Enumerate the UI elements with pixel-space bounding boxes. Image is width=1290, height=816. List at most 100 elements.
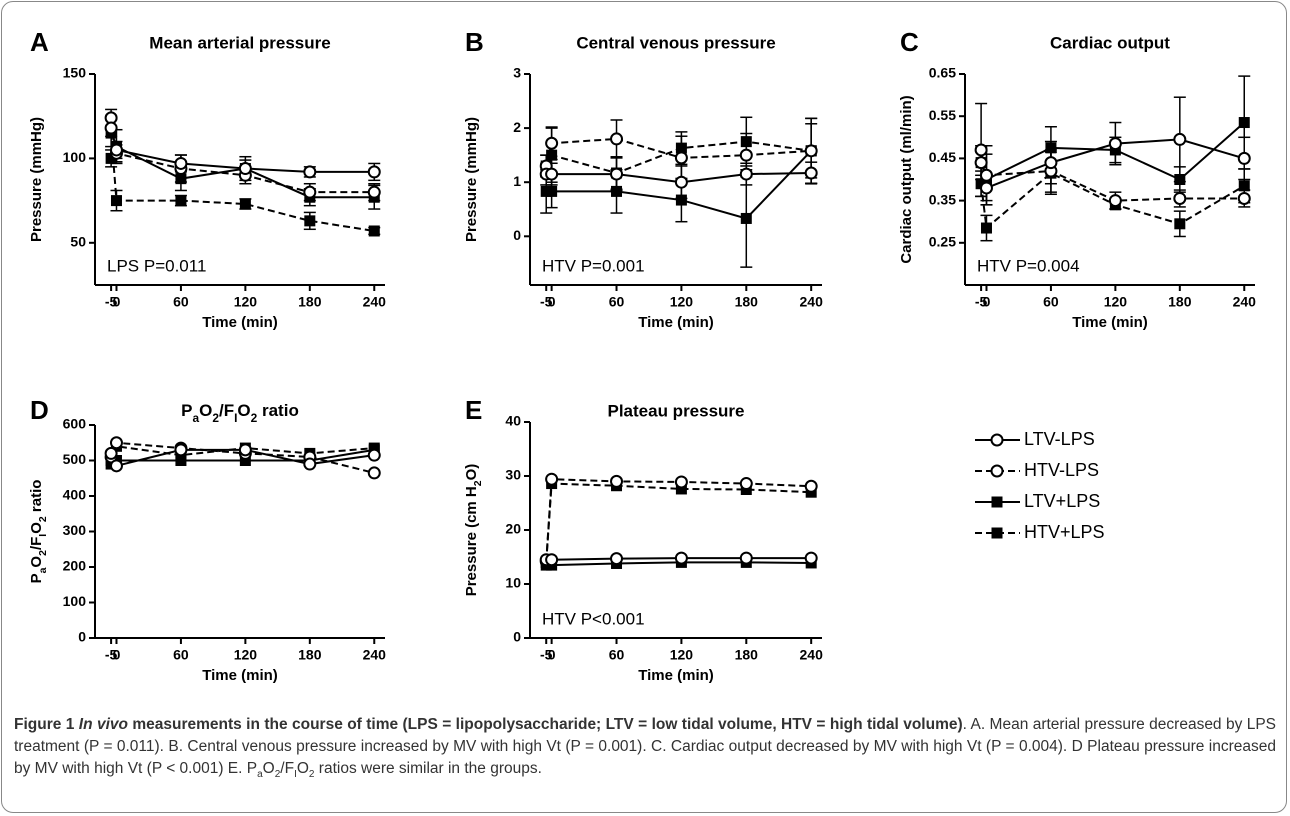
y-axis-label: Pressure (cm H2O) xyxy=(463,464,484,597)
x-tick-label: 0 xyxy=(113,294,121,310)
marker xyxy=(109,459,123,473)
y-axis-label-part: P xyxy=(28,573,45,583)
x-axis-label: Time (min) xyxy=(638,667,714,684)
marker xyxy=(1045,142,1057,154)
caption-text: I xyxy=(294,769,297,781)
y-axis-label-part: I xyxy=(37,534,49,537)
marker xyxy=(739,551,753,565)
caption-text: In vivo xyxy=(78,716,128,733)
y-axis-label: Cardiac output (ml/min) xyxy=(898,95,915,263)
marker xyxy=(675,142,687,154)
y-axis-label-part: 2 xyxy=(37,516,49,522)
marker xyxy=(368,225,380,237)
y-tick-label: 2 xyxy=(513,119,521,135)
y-axis-label: Pressure (mmHg) xyxy=(28,117,45,242)
y-tick-label: 400 xyxy=(63,487,87,503)
marker xyxy=(1238,180,1250,192)
y-tick-label: 600 xyxy=(63,416,87,432)
caption: Figure 1 In vivo measurements in the cou… xyxy=(14,714,1276,780)
legend-label: HTV-LPS xyxy=(1024,460,1099,480)
y-tick-label: 0 xyxy=(513,629,521,645)
marker xyxy=(104,121,118,135)
legend-label: HTV+LPS xyxy=(1024,522,1105,542)
caption-text: O xyxy=(296,760,309,777)
chart-title-part: 2 xyxy=(212,411,219,425)
marker xyxy=(974,143,988,157)
legend-marker xyxy=(991,527,1003,539)
annotation: LPS P=0.011 xyxy=(107,256,206,275)
x-tick-label: 120 xyxy=(234,294,258,310)
y-tick-label: 1 xyxy=(513,173,521,189)
x-tick-label: 240 xyxy=(800,294,824,310)
marker xyxy=(675,194,687,206)
panel-label: A xyxy=(30,27,49,57)
chart-title-part: a xyxy=(193,411,200,425)
caption-text: Figure 1 xyxy=(14,716,75,733)
x-tick-label: -5 xyxy=(540,294,553,310)
x-tick-label: 0 xyxy=(113,647,121,663)
y-tick-label: 3 xyxy=(513,65,521,81)
marker xyxy=(109,143,123,157)
marker xyxy=(367,448,381,462)
marker xyxy=(174,443,188,457)
y-tick-label: 30 xyxy=(505,467,521,483)
y-tick-label: 100 xyxy=(63,593,87,609)
y-tick-label: 0.45 xyxy=(929,149,956,165)
x-tick-label: 60 xyxy=(609,294,625,310)
chart-title-part: P xyxy=(181,401,192,420)
marker xyxy=(1108,194,1122,208)
x-tick-label: 240 xyxy=(363,647,387,663)
x-tick-label: 240 xyxy=(800,647,824,663)
marker xyxy=(546,149,558,161)
marker xyxy=(611,185,623,197)
y-axis-label-part: O) xyxy=(463,464,480,481)
chart-title-part: O xyxy=(237,401,250,420)
x-tick-label: 0 xyxy=(548,647,556,663)
series-line xyxy=(545,140,812,175)
y-tick-label: 0.55 xyxy=(929,107,956,123)
marker xyxy=(175,195,187,207)
marker xyxy=(367,466,381,480)
marker xyxy=(239,455,251,466)
y-axis-label-part: 2 xyxy=(472,480,484,486)
x-tick-label: 120 xyxy=(670,647,694,663)
series-line xyxy=(545,478,812,562)
y-axis-label-part: O xyxy=(28,556,45,568)
chart-title: Cardiac output xyxy=(1050,33,1170,52)
x-tick-label: -5 xyxy=(105,647,118,663)
marker xyxy=(740,212,752,224)
panel-label: B xyxy=(465,27,484,57)
x-tick-label: 120 xyxy=(234,647,258,663)
marker xyxy=(238,443,252,457)
caption-text: ratios were similar in the groups. xyxy=(314,760,542,777)
y-tick-label: 0.25 xyxy=(929,234,956,250)
marker xyxy=(674,551,688,565)
chart-title-part: ratio xyxy=(257,401,299,420)
chart-title: Mean arterial pressure xyxy=(149,33,330,52)
marker xyxy=(104,446,118,460)
marker xyxy=(675,483,687,495)
marker xyxy=(610,132,624,146)
y-axis-label-part: a xyxy=(37,567,49,573)
marker xyxy=(238,162,252,176)
marker xyxy=(610,552,624,566)
y-tick-label: 40 xyxy=(505,413,521,429)
series-line xyxy=(545,482,812,563)
marker xyxy=(1237,191,1251,205)
marker xyxy=(105,152,117,164)
marker xyxy=(303,185,317,199)
y-axis-label: Pressure (mmHg) xyxy=(463,117,480,242)
y-tick-label: 10 xyxy=(505,575,521,591)
marker xyxy=(175,173,187,185)
marker xyxy=(545,472,559,486)
caption-text: O xyxy=(262,760,275,777)
marker xyxy=(303,165,317,179)
x-tick-label: 180 xyxy=(735,647,759,663)
marker xyxy=(674,475,688,489)
y-tick-label: 50 xyxy=(70,234,86,250)
marker xyxy=(109,436,123,450)
marker xyxy=(739,477,753,491)
y-axis-label-part: ratio xyxy=(28,480,45,517)
